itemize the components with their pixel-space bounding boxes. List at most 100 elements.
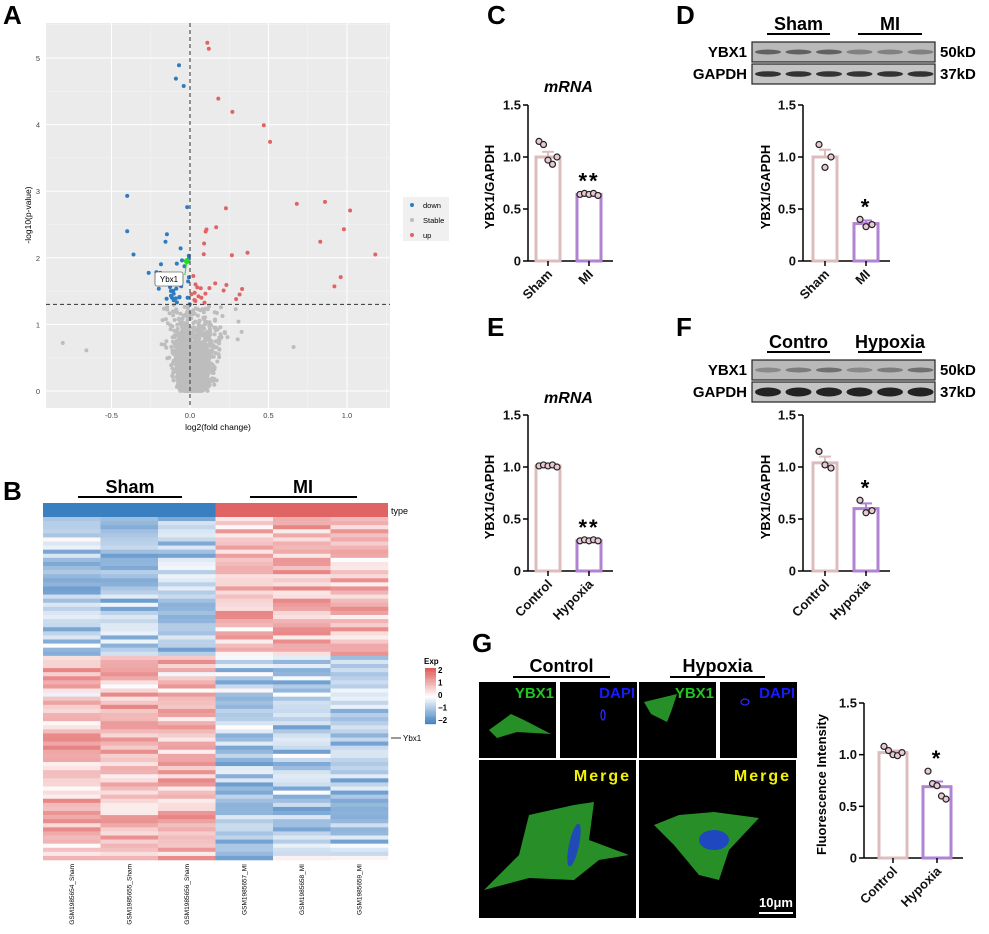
data-point (209, 354, 214, 359)
heatmap-cell (100, 602, 159, 608)
legend-marker (410, 233, 414, 237)
data-point (218, 325, 223, 330)
heatmap-cell (330, 590, 389, 595)
significance-marker: ** (578, 515, 599, 540)
data-point (215, 359, 220, 364)
heatmap-cell (330, 762, 389, 767)
heatmap-cell (273, 692, 331, 697)
heatmap-cell (273, 517, 331, 522)
heatmap-cell (158, 802, 216, 808)
heatmap-cell (100, 794, 159, 800)
bar-hypoxia (852, 507, 880, 573)
legend-gradient-strip (425, 675, 436, 677)
nucleus-signal (740, 698, 750, 706)
heatmap-cell (43, 635, 101, 640)
molecular-weight-label: 37kD (940, 384, 976, 401)
y-tick-label: 0 (36, 387, 40, 396)
data-point (821, 163, 829, 171)
legend-gradient-strip (425, 722, 436, 725)
heatmap-cell (43, 561, 101, 567)
heatmap-cell (273, 847, 331, 853)
heatmap-cell (158, 766, 216, 771)
heatmap-cell (330, 692, 389, 697)
heatmap-cell (158, 704, 216, 710)
heatmap-cell (43, 700, 101, 706)
data-point (159, 342, 164, 347)
legend-marker (410, 218, 414, 222)
heatmap-cell (158, 525, 216, 530)
nucleus-signal (567, 823, 581, 867)
heatmap-cell (330, 733, 389, 738)
heatmap-cell (158, 537, 216, 542)
data-point (164, 296, 169, 301)
heatmap-cell (330, 815, 389, 820)
heatmap-cell (158, 668, 216, 673)
x-tick-label: MI (852, 267, 873, 288)
data-point (185, 351, 190, 356)
heatmap-cell (100, 704, 159, 710)
channel-label-dapi: DAPI (759, 685, 795, 702)
heatmap-cell (100, 843, 159, 849)
heatmap-cell (43, 778, 101, 783)
heatmap-cell (43, 725, 101, 730)
heatmap-cell (100, 831, 159, 836)
data-point (291, 345, 296, 349)
heatmap-cell (330, 557, 389, 563)
data-point (174, 300, 179, 305)
data-point (175, 382, 180, 387)
heatmap-cell (215, 753, 274, 759)
image-dapi (560, 682, 637, 758)
data-point (201, 345, 206, 350)
data-point (189, 351, 194, 356)
legend-tick: 0 (438, 691, 443, 700)
heatmap-cell (158, 741, 216, 746)
heatmap-cell (273, 643, 331, 648)
legend-tick: 2 (438, 666, 443, 675)
data-point (195, 313, 200, 318)
band (785, 49, 812, 55)
heatmap-cell (100, 561, 159, 567)
heatmap-cell (215, 566, 274, 571)
band (816, 387, 842, 397)
heatmap-cell (273, 806, 331, 812)
heatmap-cell (330, 741, 389, 746)
heatmap-cell (100, 680, 159, 685)
heatmap-cell (100, 839, 159, 844)
data-point (192, 340, 197, 344)
panel-label-b: B (3, 476, 22, 506)
heatmap-cell (273, 708, 331, 714)
heatmap-cell (43, 806, 101, 812)
heatmap-cell (273, 827, 331, 832)
significance-marker: ** (578, 168, 599, 193)
data-point (323, 199, 327, 204)
data-point (182, 357, 187, 362)
heatmap-cell (273, 794, 331, 800)
data-point (195, 331, 200, 336)
scale-bar-label: 10μm (759, 895, 793, 910)
heatmap-cell (158, 729, 216, 734)
heatmap-cell (158, 586, 216, 591)
heatmap-cell (43, 668, 101, 673)
band (755, 367, 781, 373)
band (816, 49, 842, 55)
heatmap-cell (43, 533, 101, 538)
heatmap-cell (158, 851, 216, 857)
legend-gradient-strip (425, 679, 436, 681)
annotation-box (154, 271, 184, 287)
heatmap-cell (273, 757, 331, 763)
legend-gradient-strip (425, 712, 436, 715)
data-point (191, 274, 196, 278)
data-point (196, 323, 201, 328)
heatmap-cell (158, 798, 216, 804)
heatmap-cell (158, 823, 216, 828)
heatmap-cell (330, 561, 389, 567)
data-point (176, 372, 180, 377)
heatmap-cell (215, 766, 274, 771)
heatmap-cell (100, 594, 159, 599)
heatmap-cell (330, 582, 389, 587)
band (816, 367, 842, 373)
type-bar-mi (215, 503, 388, 517)
heatmap-cell (158, 713, 216, 718)
heatmap-cell (330, 664, 389, 669)
